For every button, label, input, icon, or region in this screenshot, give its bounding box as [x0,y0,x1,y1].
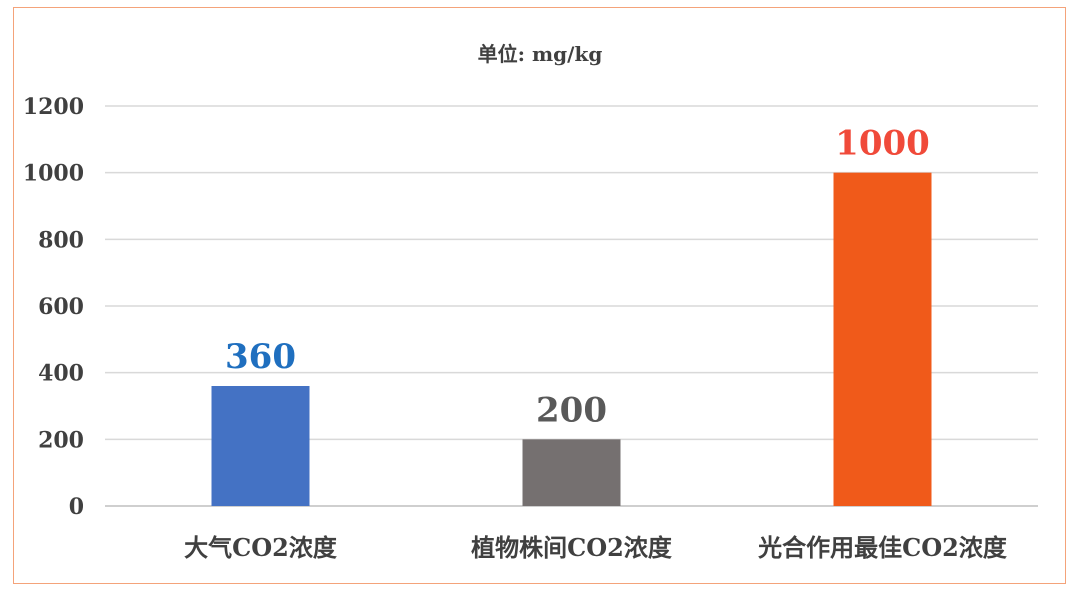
bar [833,172,932,506]
data-labels: 360 200 1000 [225,124,930,431]
y-tick-label: 1200 [23,94,84,120]
data-label: 360 [225,337,296,377]
bars [211,172,932,506]
y-tick-label: 400 [38,361,84,387]
category-label: 光合作用最佳CO2浓度 [757,533,1008,562]
bar [522,439,621,506]
y-tick-label: 600 [38,294,84,320]
data-label: 200 [536,390,607,430]
data-label: 1000 [835,124,930,164]
y-tick-label: 0 [69,494,84,520]
y-tick-label: 200 [38,427,84,453]
category-label: 大气CO2浓度 [184,533,338,562]
y-axis-ticks: 0 200 400 600 800 1000 1200 [23,94,84,520]
y-tick-label: 800 [38,227,84,253]
category-label: 植物株间CO2浓度 [471,533,673,562]
bar [211,386,310,506]
chart-frame [13,7,1066,584]
x-axis-categories: 大气CO2浓度 植物株间CO2浓度 光合作用最佳CO2浓度 [184,533,1008,562]
chart-title: 单位: mg/kg [478,42,603,66]
y-tick-label: 1000 [23,161,84,187]
